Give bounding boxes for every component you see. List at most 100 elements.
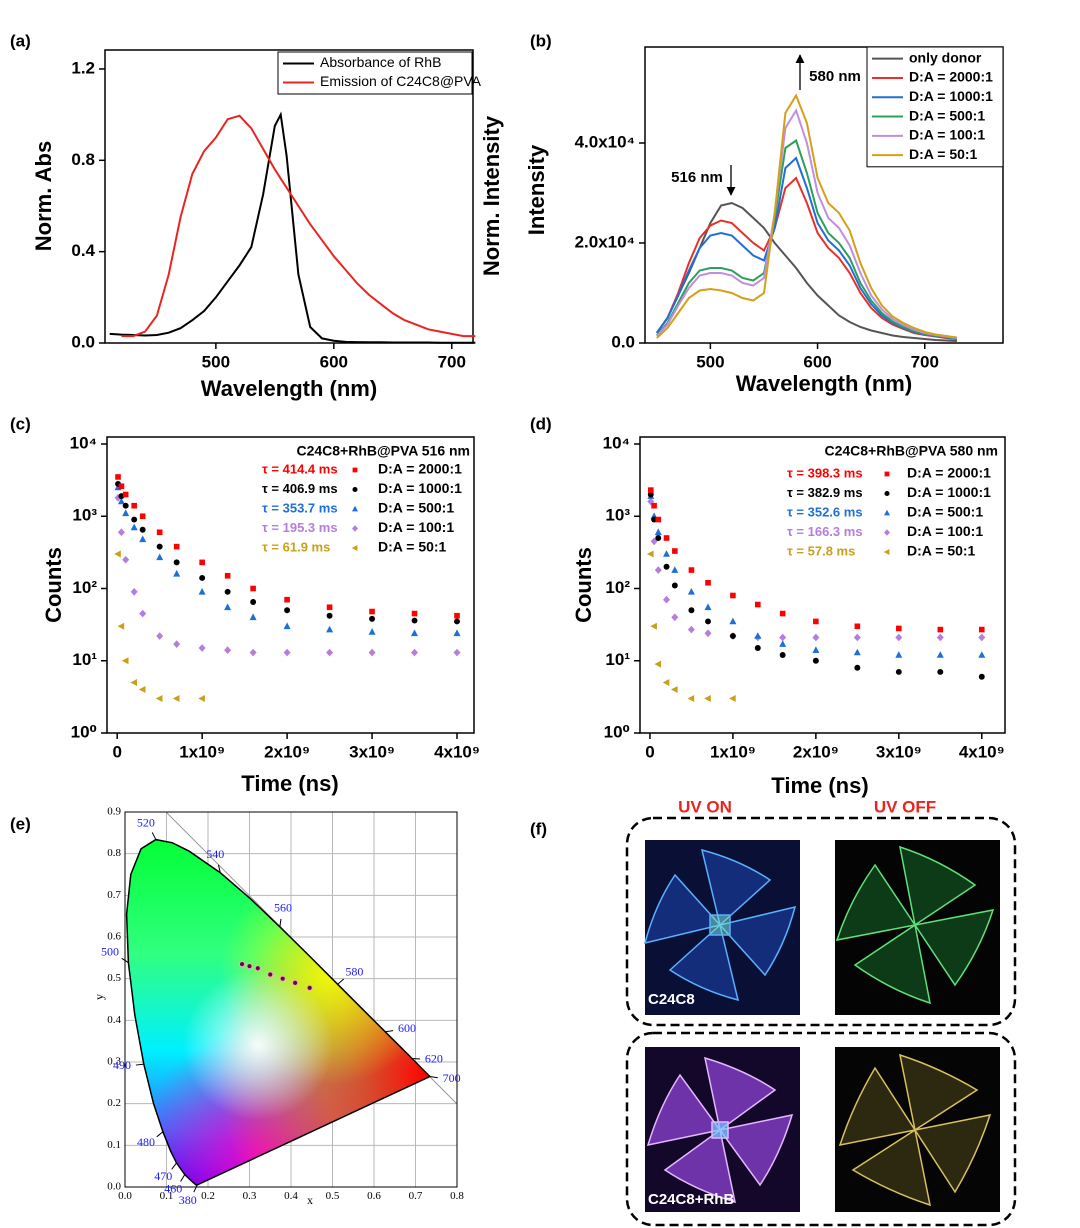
data-point xyxy=(122,502,129,509)
legend-label: D:A = 2000:1 xyxy=(378,461,462,477)
legend-label: D:A = 100:1 xyxy=(909,127,985,143)
y-tick-label: 0.3 xyxy=(107,1056,121,1068)
data-point xyxy=(663,563,670,570)
legend-marker xyxy=(351,545,358,551)
data-point xyxy=(224,588,231,595)
data-point xyxy=(655,535,662,541)
series-line xyxy=(655,176,957,340)
wavelength-label: 480 xyxy=(137,1135,155,1149)
data-point xyxy=(117,622,125,630)
wavelength-label: 560 xyxy=(274,901,292,915)
y-axis-title: y xyxy=(92,994,106,1000)
data-point xyxy=(368,648,376,657)
locus-tick xyxy=(429,1075,438,1079)
data-point xyxy=(454,612,460,619)
data-point xyxy=(156,632,164,640)
legend-label: D:A = 1000:1 xyxy=(907,484,991,500)
plot-frame xyxy=(104,49,474,344)
data-point xyxy=(647,497,655,506)
wavelength-label: 460 xyxy=(164,1182,182,1196)
data-point xyxy=(662,679,670,686)
data-point xyxy=(292,979,299,986)
panel-label: (f) xyxy=(530,819,547,838)
data-point xyxy=(198,644,206,652)
legend-title: C24C8+RhB@PVA 580 nm xyxy=(824,443,998,459)
data-point xyxy=(704,629,712,638)
data-point xyxy=(139,609,147,618)
data-point xyxy=(704,695,711,702)
data-point xyxy=(937,626,944,633)
data-point xyxy=(705,618,711,625)
locus-tick xyxy=(385,1030,394,1033)
data-point xyxy=(705,579,711,586)
legend-label: Emission of C24C8@PVA xyxy=(320,73,482,89)
legend-marker xyxy=(884,471,890,477)
data-point xyxy=(663,550,670,557)
y-tick-label: 10³ xyxy=(72,506,97,525)
y-tick-label: 0.5 xyxy=(107,972,121,984)
y-tick-label: 0.0 xyxy=(71,332,95,351)
y-tick-label: 10² xyxy=(72,578,97,597)
data-point xyxy=(173,559,180,566)
legend-box xyxy=(277,51,473,95)
legend-tau: τ = 195.3 ms xyxy=(262,520,338,535)
plot-frame xyxy=(124,811,458,1188)
plot-frame xyxy=(106,436,475,734)
y-tick-label: 10⁴ xyxy=(603,433,630,452)
x-tick-label: 0.7 xyxy=(409,1190,423,1202)
data-point xyxy=(654,566,662,574)
legend-tau: τ = 57.8 ms xyxy=(787,543,855,558)
spectral-locus xyxy=(125,838,432,1186)
x-axis-title: Time (ns) xyxy=(241,771,338,796)
locus-tick xyxy=(279,918,282,927)
data-point xyxy=(172,695,180,702)
locus-tick xyxy=(121,957,129,964)
data-point xyxy=(453,629,461,637)
data-point xyxy=(122,555,130,564)
legend-tau: τ = 382.9 ms xyxy=(787,485,863,500)
plot-frame xyxy=(644,46,1004,344)
data-point xyxy=(122,491,129,498)
data-point xyxy=(326,612,333,619)
legend-label: D:A = 100:1 xyxy=(907,523,983,539)
legend-box xyxy=(866,46,1004,168)
data-point xyxy=(283,622,291,630)
y-tick-label: 10² xyxy=(605,578,630,597)
wavelength-label: 470 xyxy=(154,1169,172,1183)
legend-tau: τ = 61.9 ms xyxy=(262,539,330,554)
legend-label: D:A = 2000:1 xyxy=(909,69,993,85)
data-point xyxy=(937,668,944,675)
data-point xyxy=(978,633,986,642)
data-point xyxy=(173,640,181,648)
data-point xyxy=(411,610,418,617)
legend-label: D:A = 2000:1 xyxy=(907,465,991,481)
x-tick-label: 1x10⁹ xyxy=(179,742,225,761)
data-point xyxy=(199,559,205,566)
x-tick-label: 500 xyxy=(696,352,724,371)
data-point xyxy=(131,502,137,509)
legend-label: D:A = 100:1 xyxy=(378,519,454,535)
data-point xyxy=(224,572,231,579)
data-point xyxy=(117,528,125,537)
y-tick-label: 10⁰ xyxy=(604,722,630,741)
series-line xyxy=(121,114,476,338)
panel-label: (e) xyxy=(10,814,31,833)
data-point xyxy=(647,491,654,498)
data-point xyxy=(267,971,274,978)
row-label: C24C8 xyxy=(648,991,695,1008)
legend-label: D:A = 50:1 xyxy=(907,543,976,559)
x-tick-label: 700 xyxy=(438,352,466,371)
x-tick-label: 0.4 xyxy=(284,1190,298,1202)
data-point xyxy=(671,686,678,693)
data-point xyxy=(650,622,657,630)
legend-label: D:A = 50:1 xyxy=(378,539,447,555)
data-point xyxy=(978,651,986,658)
legend-tau: τ = 406.9 ms xyxy=(262,481,338,496)
data-point xyxy=(651,502,657,509)
y-tick-label: 0.4 xyxy=(107,1014,121,1026)
legend-label: D:A = 500:1 xyxy=(909,107,985,123)
legend-marker xyxy=(884,490,890,497)
y-tick-label: 0.2 xyxy=(107,1097,121,1109)
